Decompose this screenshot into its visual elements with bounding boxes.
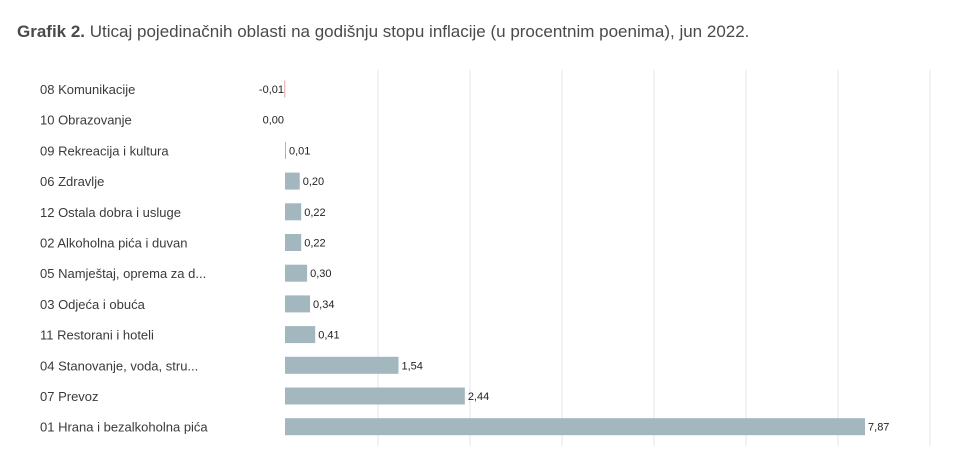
bar (285, 264, 308, 282)
bar (285, 326, 316, 344)
chart-title-text: Uticaj pojedinačnih oblasti na godišnju … (89, 22, 750, 41)
category-label: 03 Odjeća i obuća (40, 297, 146, 312)
bar (285, 418, 866, 436)
value-label: 0,22 (304, 238, 325, 250)
value-label: 0,34 (313, 299, 334, 311)
category-label: 07 Prevoz (40, 389, 99, 404)
category-label: 06 Zdravlje (40, 174, 104, 189)
bars (284, 80, 866, 436)
category-label: 01 Hrana i bezalkoholna pića (40, 420, 208, 435)
category-label: 10 Obrazovanje (40, 113, 132, 128)
category-label: 02 Alkoholna pića i duvan (40, 236, 187, 251)
value-label: 0,20 (303, 176, 324, 188)
labels: 08 Komunikacije -0,01 10 Obrazovanje 0,00 09… (40, 82, 889, 435)
bar (285, 387, 465, 405)
value-label: 0,22 (304, 207, 325, 219)
category-label: 08 Komunikacije (40, 82, 135, 97)
bar (285, 234, 302, 251)
value-label: 0,30 (310, 268, 331, 280)
chart-title: Grafik 2. Uticaj pojedinačnih oblasti na… (17, 22, 749, 42)
category-label: 11 Restorani i hoteli (40, 328, 154, 343)
category-label: 09 Rekreacija i kultura (40, 143, 169, 158)
grid-lines (377, 70, 931, 446)
category-label: 04 Stanovanje, voda, stru... (40, 358, 198, 373)
chart-title-prefix: Grafik 2. (17, 22, 86, 41)
bar (285, 203, 302, 221)
bar (285, 141, 286, 159)
value-label: 2,44 (468, 391, 489, 403)
category-label: 12 Ostala dobra i usluge (40, 205, 181, 220)
bar (284, 80, 286, 98)
value-label: 0,00 (263, 115, 284, 127)
bar (285, 172, 300, 190)
category-label: 05 Namještaj, oprema za d... (40, 266, 206, 281)
value-label: 0,01 (289, 145, 310, 157)
bar (285, 295, 311, 313)
value-label: 0,41 (318, 330, 339, 342)
value-label: 1,54 (401, 360, 422, 372)
bar (285, 356, 399, 374)
value-label: -0,01 (259, 84, 284, 96)
value-label: 7,87 (868, 422, 889, 434)
